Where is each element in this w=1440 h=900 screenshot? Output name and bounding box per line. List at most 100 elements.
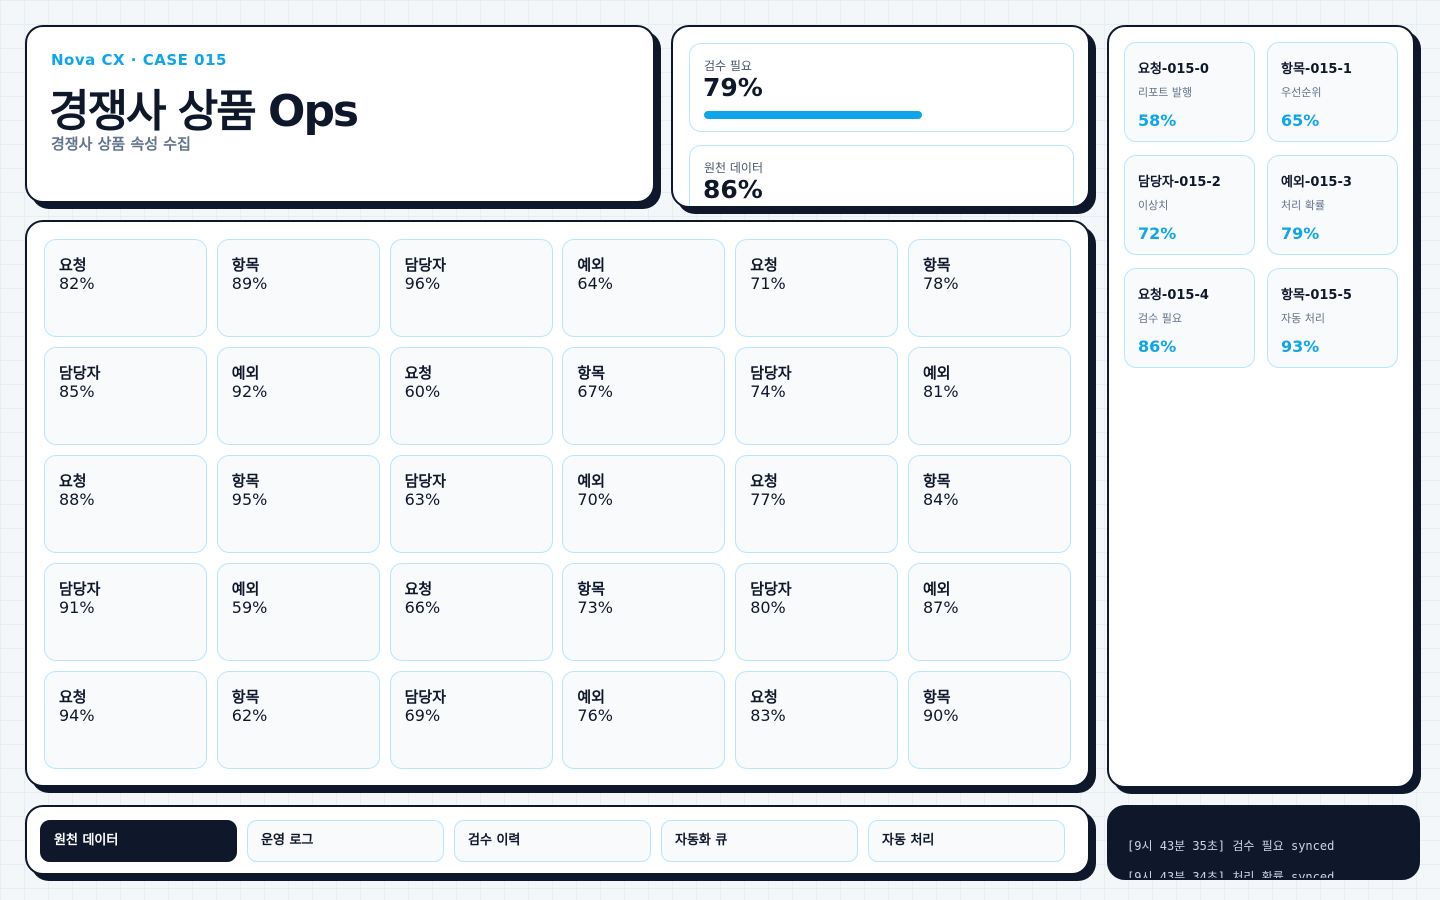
grid-cell: 예외 81% bbox=[908, 347, 1071, 445]
cell-value: 66% bbox=[404, 598, 441, 617]
card-subtitle: 우선순위 bbox=[1281, 86, 1322, 99]
cell-label: 예외 bbox=[923, 364, 951, 382]
cell-label: 예외 bbox=[577, 472, 605, 490]
cell-value: 69% bbox=[404, 706, 441, 725]
metric-card: 검수 필요 79% bbox=[689, 43, 1074, 132]
card-title: 담당자-015-2 bbox=[1138, 175, 1221, 190]
cell-label: 항목 bbox=[231, 472, 260, 490]
metrics-panel: 검수 필요 79% 원천 데이터 86% bbox=[671, 25, 1090, 208]
grid-cell: 예외 70% bbox=[562, 455, 726, 553]
cell-value: 59% bbox=[231, 598, 268, 617]
grid-cell: 항목 62% bbox=[216, 671, 380, 769]
cell-value: 71% bbox=[750, 274, 786, 293]
cell-value: 92% bbox=[231, 382, 268, 401]
cell-value: 82% bbox=[59, 274, 95, 293]
card-subtitle: 검수 필요 bbox=[1138, 312, 1182, 325]
tab[interactable]: 운영 로그 bbox=[247, 820, 444, 862]
cell-label: 담당자 bbox=[750, 364, 792, 382]
cell-label: 항목 bbox=[577, 580, 605, 598]
cell-label: 예외 bbox=[231, 580, 260, 598]
side-card: 항목-015-5 자동 처리 93% bbox=[1267, 268, 1398, 368]
cell-value: 63% bbox=[404, 490, 441, 509]
tab[interactable]: 자동 처리 bbox=[868, 820, 1065, 862]
grid-cell: 항목 73% bbox=[562, 563, 726, 661]
grid-cell: 요청 88% bbox=[44, 455, 207, 553]
tab[interactable]: 검수 이력 bbox=[454, 820, 651, 862]
page-title: 경쟁사 상품 Ops bbox=[49, 86, 359, 137]
grid-cell: 담당자 80% bbox=[735, 563, 899, 661]
grid-cell: 담당자 63% bbox=[389, 455, 553, 553]
grid-cell: 요청 83% bbox=[735, 671, 899, 769]
grid-cell: 항목 89% bbox=[216, 239, 380, 337]
cell-label: 담당자 bbox=[59, 364, 101, 382]
cell-value: 94% bbox=[59, 706, 95, 725]
cell-value: 85% bbox=[59, 382, 95, 401]
cell-label: 담당자 bbox=[404, 256, 446, 274]
grid-cell: 요청 77% bbox=[735, 455, 899, 553]
side-card: 담당자-015-2 이상치 72% bbox=[1124, 155, 1255, 255]
cell-value: 70% bbox=[577, 490, 613, 509]
grid-cell: 항목 78% bbox=[908, 239, 1071, 337]
cell-value: 67% bbox=[577, 382, 613, 401]
card-title: 항목-015-5 bbox=[1281, 288, 1352, 303]
cell-label: 항목 bbox=[577, 364, 605, 382]
cell-label: 예외 bbox=[231, 364, 260, 382]
tab[interactable]: 원천 데이터 bbox=[40, 820, 237, 862]
header-panel: Nova CX · CASE 015 경쟁사 상품 Ops 경쟁사 상품 속성 … bbox=[25, 25, 655, 203]
grid-cell: 항목 84% bbox=[908, 455, 1071, 553]
side-card: 예외-015-3 처리 확률 79% bbox=[1267, 155, 1398, 255]
cell-label: 항목 bbox=[923, 472, 951, 490]
card-title: 요청-015-4 bbox=[1138, 288, 1209, 303]
cell-label: 요청 bbox=[59, 688, 87, 706]
grid-cell: 담당자 85% bbox=[44, 347, 207, 445]
card-value: 93% bbox=[1281, 337, 1320, 356]
grid-cell: 예외 92% bbox=[216, 347, 380, 445]
cell-label: 항목 bbox=[231, 256, 260, 274]
cell-label: 항목 bbox=[231, 688, 260, 706]
metric-label: 원천 데이터 bbox=[704, 161, 764, 175]
cell-value: 81% bbox=[923, 382, 959, 401]
cell-value: 64% bbox=[577, 274, 613, 293]
card-subtitle: 리포트 발행 bbox=[1138, 86, 1193, 99]
grid-cell: 예외 76% bbox=[562, 671, 726, 769]
eyebrow: Nova CX · CASE 015 bbox=[51, 51, 227, 69]
cell-label: 요청 bbox=[404, 364, 433, 382]
cell-value: 96% bbox=[404, 274, 441, 293]
cell-label: 요청 bbox=[750, 688, 778, 706]
log-line: [9시 43분 34초] 처리 확률 synced bbox=[1127, 870, 1335, 880]
side-panel: 요청-015-0 리포트 발행 58% 항목-015-1 우선순위 65% 담당자-015-… bbox=[1107, 25, 1415, 788]
grid-cell: 항목 95% bbox=[216, 455, 380, 553]
grid-cell: 항목 90% bbox=[908, 671, 1071, 769]
card-value: 65% bbox=[1281, 111, 1320, 130]
grid-cell: 담당자 96% bbox=[389, 239, 553, 337]
grid-cell: 요청 94% bbox=[44, 671, 207, 769]
log-line: [9시 43분 35초] 검수 필요 synced bbox=[1127, 839, 1335, 853]
cell-value: 89% bbox=[231, 274, 268, 293]
card-subtitle: 이상치 bbox=[1138, 199, 1169, 212]
tab[interactable]: 자동화 큐 bbox=[661, 820, 858, 862]
metric-card: 원천 데이터 86% bbox=[689, 145, 1074, 206]
metric-value: 86% bbox=[703, 175, 763, 204]
cell-value: 88% bbox=[59, 490, 95, 509]
card-subtitle: 처리 확률 bbox=[1281, 199, 1325, 212]
cell-label: 요청 bbox=[59, 256, 87, 274]
card-value: 86% bbox=[1138, 337, 1177, 356]
cell-label: 요청 bbox=[750, 256, 778, 274]
cell-value: 60% bbox=[404, 382, 441, 401]
cell-label: 요청 bbox=[404, 580, 433, 598]
grid-cell: 요청 71% bbox=[735, 239, 899, 337]
cell-value: 78% bbox=[923, 274, 959, 293]
cell-value: 91% bbox=[59, 598, 95, 617]
cell-label: 담당자 bbox=[404, 472, 446, 490]
cell-value: 73% bbox=[577, 598, 613, 617]
tabs-panel: 원천 데이터 운영 로그 검수 이력 자동화 큐 자동 처리 bbox=[25, 805, 1090, 875]
cell-label: 담당자 bbox=[404, 688, 446, 706]
progress-fill bbox=[704, 111, 923, 119]
card-value: 72% bbox=[1138, 224, 1177, 243]
card-value: 58% bbox=[1138, 111, 1177, 130]
grid-cell: 요청 66% bbox=[389, 563, 553, 661]
cell-label: 담당자 bbox=[59, 580, 101, 598]
cell-value: 90% bbox=[923, 706, 959, 725]
